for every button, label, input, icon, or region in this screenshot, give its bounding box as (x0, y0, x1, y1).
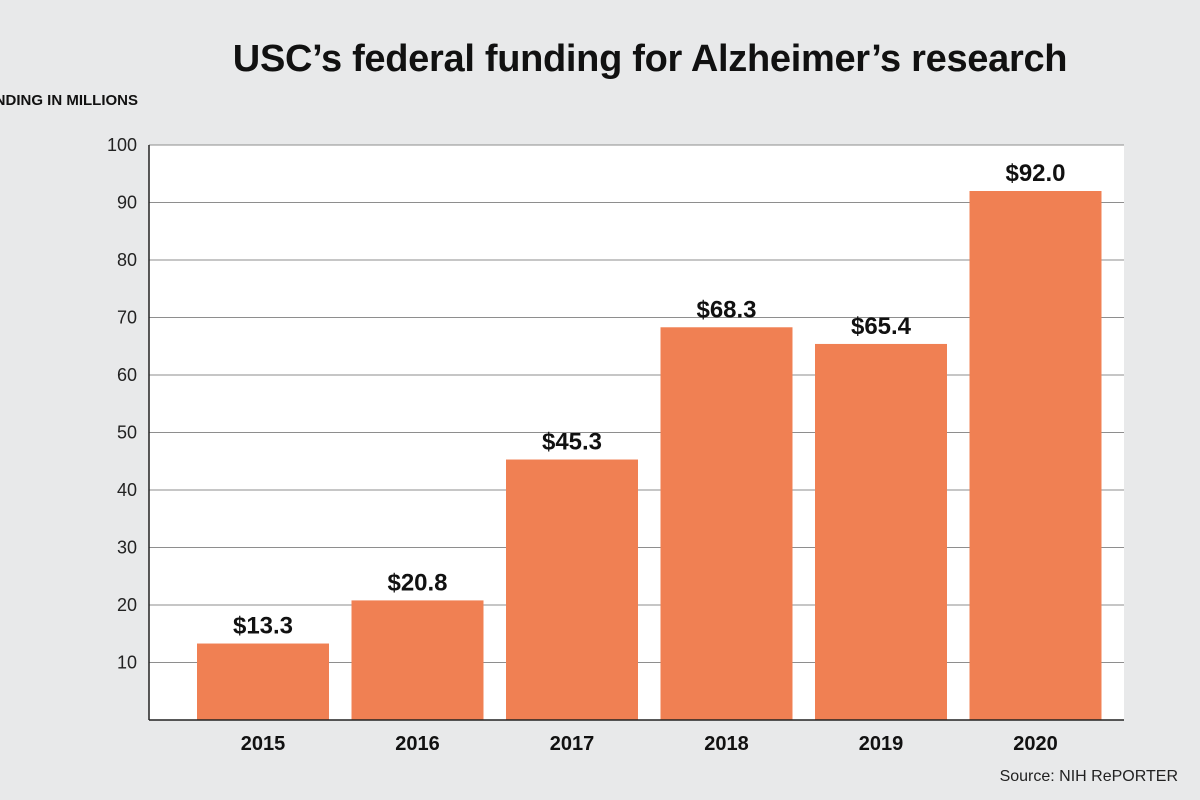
x-tick-label: 2020 (1013, 733, 1058, 755)
source-note: Source: NIH RePORTER (999, 768, 1178, 785)
x-tick-label: 2015 (241, 733, 286, 755)
y-tick-label: 80 (117, 250, 137, 270)
bar-2017 (506, 459, 638, 720)
bar-2019 (815, 343, 947, 720)
y-tick-label: 90 (117, 193, 137, 213)
value-label: $20.8 (387, 569, 447, 596)
y-tick-label: 60 (117, 365, 137, 385)
bar-2015 (197, 643, 329, 720)
y-tick-label: 10 (117, 653, 137, 673)
y-tick-label: 20 (117, 595, 137, 615)
bar-2020 (969, 191, 1102, 720)
y-tick-label: 30 (117, 538, 137, 558)
value-label: $68.3 (696, 296, 756, 323)
value-label: $45.3 (542, 429, 602, 456)
labels: 10 20 30 40 50 60 70 80 90 100 $13.3 2015 $20.8 2016 $… (107, 135, 1066, 755)
x-tick-label: 2017 (550, 733, 595, 755)
y-tick-label: 40 (117, 480, 137, 500)
axes (148, 145, 1124, 721)
value-label: $92.0 (1005, 160, 1065, 187)
x-tick-label: 2016 (395, 733, 440, 755)
bar-2018 (660, 327, 793, 720)
value-label: $13.3 (233, 613, 293, 640)
bar-2016 (351, 600, 484, 720)
y-tick-label: 70 (117, 308, 137, 328)
y-axis-title: FUNDING IN MILLIONS (0, 92, 138, 109)
y-tick-label: 100 (107, 135, 137, 155)
x-tick-label: 2019 (859, 733, 904, 755)
value-label: $65.4 (851, 313, 912, 340)
bars (197, 191, 1102, 720)
chart-title: USC’s federal funding for Alzheimer’s re… (232, 38, 1068, 80)
y-tick-label: 50 (117, 423, 137, 443)
x-tick-label: 2018 (704, 733, 749, 755)
